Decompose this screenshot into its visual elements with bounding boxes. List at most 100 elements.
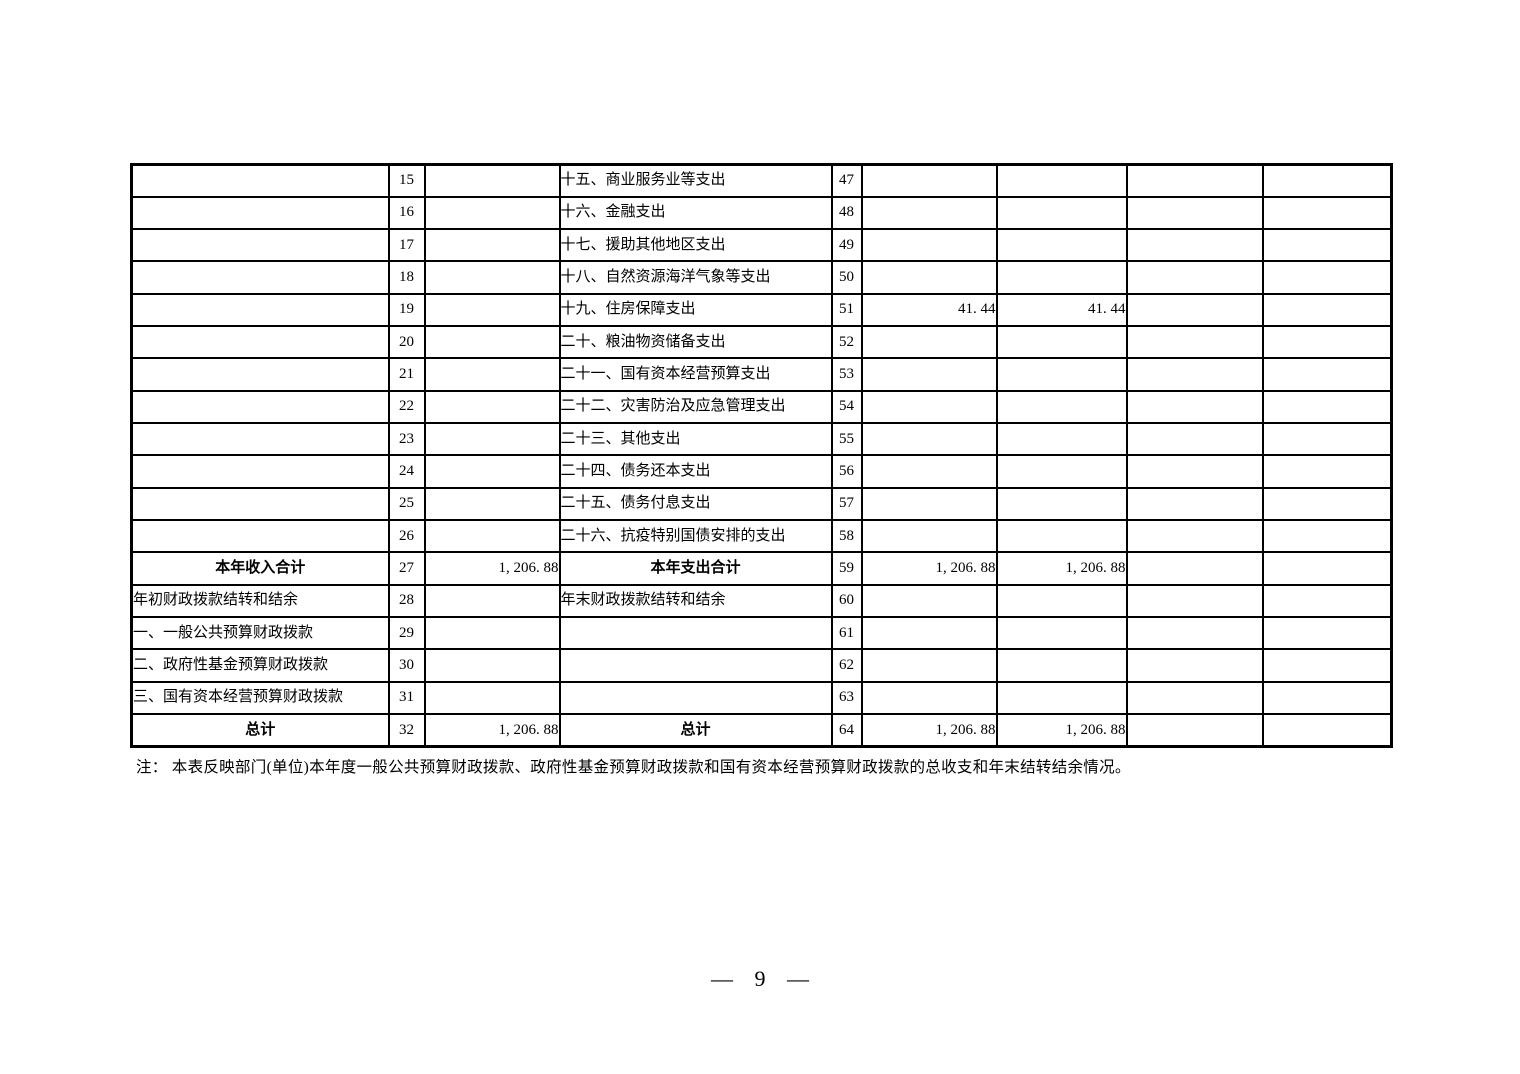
table-row: 26 二十六、抗疫特别国债安排的支出 58	[130, 519, 1393, 554]
expense-amount-4-cell	[1261, 292, 1393, 328]
expense-amount-3-cell	[1125, 163, 1264, 198]
expense-item-cell: 总计	[558, 713, 833, 748]
expense-amount-3-cell	[1125, 228, 1264, 263]
income-amount-cell	[423, 292, 561, 328]
income-line-number-cell: 30	[387, 648, 426, 683]
expense-item-cell: 十七、援助其他地区支出	[558, 228, 833, 263]
income-line-number-cell: 21	[387, 357, 426, 392]
table-row: 15 十五、商业服务业等支出 47	[130, 163, 1393, 198]
expense-amount-2-cell	[995, 389, 1128, 425]
income-amount-cell	[423, 389, 561, 425]
expense-amount-1-cell: 41. 44	[860, 292, 998, 328]
income-amount-cell	[423, 195, 561, 231]
income-line-number-cell: 32	[387, 713, 426, 748]
income-amount-cell	[423, 454, 561, 489]
expense-line-number-cell: 51	[830, 292, 863, 328]
income-amount-cell	[423, 422, 561, 457]
expense-amount-1-cell	[860, 260, 998, 295]
expense-line-number-cell: 62	[830, 648, 863, 683]
expense-amount-3-cell	[1125, 583, 1264, 619]
budget-table-body: 15 十五、商业服务业等支出 47 16 十六、金融支出 48 17 十七、援助其他地区支出 4…	[130, 163, 1393, 748]
expense-item-cell: 二十六、抗疫特别国债安排的支出	[558, 519, 833, 554]
income-line-number-cell: 19	[387, 292, 426, 328]
expense-amount-1-cell	[860, 454, 998, 489]
expense-amount-3-cell	[1125, 648, 1264, 683]
income-item-cell	[130, 422, 390, 457]
income-item-cell: 本年收入合计	[130, 551, 390, 586]
expense-item-cell: 十八、自然资源海洋气象等支出	[558, 260, 833, 295]
expense-amount-4-cell	[1261, 163, 1393, 198]
expense-amount-2-cell	[995, 163, 1128, 198]
expense-line-number-cell: 47	[830, 163, 863, 198]
expense-amount-2-cell	[995, 519, 1128, 554]
expense-amount-3-cell	[1125, 389, 1264, 425]
expense-amount-2-cell	[995, 583, 1128, 619]
expense-amount-1-cell: 1, 206. 88	[860, 551, 998, 586]
income-line-number-cell: 17	[387, 228, 426, 263]
expense-amount-3-cell	[1125, 454, 1264, 489]
expense-amount-3-cell	[1125, 713, 1264, 748]
expense-amount-2-cell	[995, 648, 1128, 683]
expense-item-cell: 二十二、灾害防治及应急管理支出	[558, 389, 833, 425]
expense-amount-4-cell	[1261, 519, 1393, 554]
expense-amount-4-cell	[1261, 680, 1393, 716]
income-item-cell	[130, 389, 390, 425]
table-row: 一、一般公共预算财政拨款 29 61	[130, 616, 1393, 651]
income-line-number-cell: 25	[387, 486, 426, 522]
expense-line-number-cell: 64	[830, 713, 863, 748]
income-line-number-cell: 15	[387, 163, 426, 198]
table-row: 23 二十三、其他支出 55	[130, 422, 1393, 457]
table-row: 二、政府性基金预算财政拨款 30 62	[130, 648, 1393, 683]
expense-item-cell: 二十四、债务还本支出	[558, 454, 833, 489]
expense-amount-3-cell	[1125, 260, 1264, 295]
income-item-cell: 二、政府性基金预算财政拨款	[130, 648, 390, 683]
expense-amount-3-cell	[1125, 292, 1264, 328]
expense-amount-3-cell	[1125, 195, 1264, 231]
expense-amount-1-cell	[860, 422, 998, 457]
expense-amount-4-cell	[1261, 648, 1393, 683]
income-item-cell	[130, 195, 390, 231]
expense-item-cell: 十六、金融支出	[558, 195, 833, 231]
income-amount-cell	[423, 163, 561, 198]
income-line-number-cell: 23	[387, 422, 426, 457]
expense-line-number-cell: 59	[830, 551, 863, 586]
expense-amount-2-cell: 1, 206. 88	[995, 551, 1128, 586]
expense-line-number-cell: 53	[830, 357, 863, 392]
expense-amount-2-cell	[995, 325, 1128, 360]
page-number: — 9 —	[711, 966, 809, 991]
income-line-number-cell: 24	[387, 454, 426, 489]
expense-amount-4-cell	[1261, 551, 1393, 586]
expense-amount-4-cell	[1261, 389, 1393, 425]
table-note: 注： 本表反映部门(单位)本年度一般公共预算财政拨款、政府性基金预算财政拨款和国…	[136, 759, 1131, 776]
expense-line-number-cell: 56	[830, 454, 863, 489]
expense-amount-1-cell	[860, 357, 998, 392]
expense-line-number-cell: 60	[830, 583, 863, 619]
expense-item-cell: 十九、住房保障支出	[558, 292, 833, 328]
expense-amount-4-cell	[1261, 325, 1393, 360]
expense-amount-2-cell	[995, 486, 1128, 522]
expense-amount-3-cell	[1125, 616, 1264, 651]
table-row: 24 二十四、债务还本支出 56	[130, 454, 1393, 489]
table-row: 18 十八、自然资源海洋气象等支出 50	[130, 260, 1393, 295]
income-line-number-cell: 20	[387, 325, 426, 360]
expense-item-cell: 二十五、债务付息支出	[558, 486, 833, 522]
table-row: 本年收入合计 27 1, 206. 88 本年支出合计 59 1, 206. 88 1, 2…	[130, 551, 1393, 586]
income-item-cell	[130, 486, 390, 522]
income-item-cell	[130, 260, 390, 295]
income-line-number-cell: 31	[387, 680, 426, 716]
expense-line-number-cell: 50	[830, 260, 863, 295]
income-line-number-cell: 26	[387, 519, 426, 554]
income-item-cell: 一、一般公共预算财政拨款	[130, 616, 390, 651]
income-line-number-cell: 27	[387, 551, 426, 586]
income-amount-cell	[423, 519, 561, 554]
income-amount-cell	[423, 357, 561, 392]
expense-line-number-cell: 57	[830, 486, 863, 522]
expense-item-cell: 二十一、国有资本经营预算支出	[558, 357, 833, 392]
expense-amount-4-cell	[1261, 486, 1393, 522]
expense-amount-3-cell	[1125, 422, 1264, 457]
expense-amount-3-cell	[1125, 486, 1264, 522]
income-amount-cell	[423, 680, 561, 716]
table-row: 21 二十一、国有资本经营预算支出 53	[130, 357, 1393, 392]
expense-item-cell	[558, 680, 833, 716]
